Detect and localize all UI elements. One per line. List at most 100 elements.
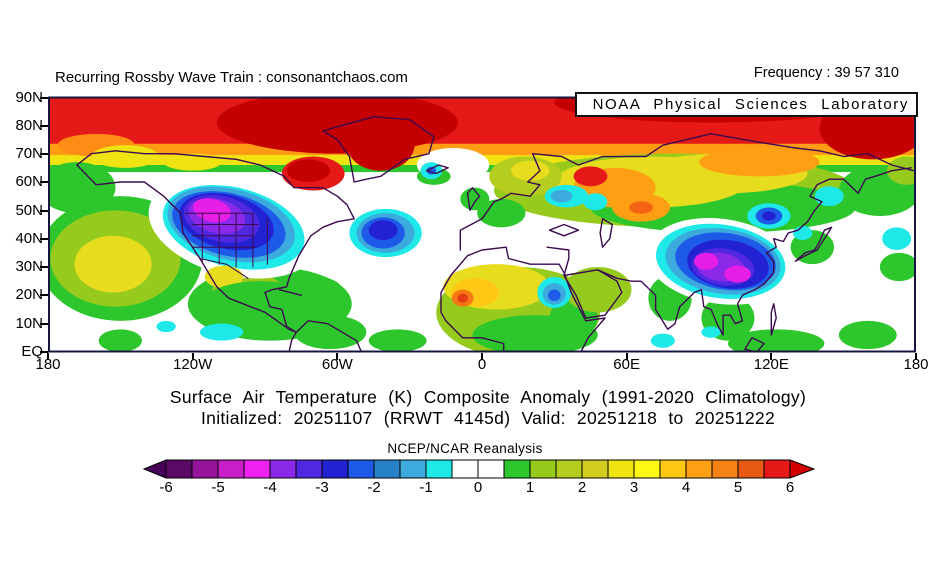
- y-axis-tick: [40, 209, 48, 212]
- colorbar-cell: [607, 459, 635, 479]
- colorbar-cell: [529, 459, 557, 479]
- coastline: [466, 187, 481, 211]
- coastline: [599, 218, 613, 248]
- anomaly-blob: [286, 159, 331, 182]
- anomaly-blob: [629, 201, 654, 214]
- colorbar-cell: [321, 459, 349, 479]
- colorbar-tick-label: -4: [263, 479, 277, 496]
- anomaly-blob: [838, 320, 897, 350]
- anomaly-blob: [650, 333, 675, 348]
- anomaly-blob: [98, 329, 143, 352]
- y-axis-tick: [40, 266, 48, 269]
- y-axis-label: 40N: [15, 229, 43, 247]
- anomaly-blob: [477, 199, 526, 228]
- x-axis-tick: [47, 353, 49, 360]
- anomaly-blob: [274, 275, 343, 304]
- x-axis-tick: [770, 353, 773, 360]
- y-axis-label: 10N: [15, 314, 43, 332]
- colorbar-cell: [191, 459, 219, 479]
- map-frame-border: [48, 96, 916, 353]
- x-axis-label: 60W: [321, 356, 353, 373]
- x-axis-label: 180: [903, 356, 929, 373]
- colorbar-tick-label: 0: [473, 479, 483, 496]
- map-layers: [48, 97, 916, 352]
- colorbar-cell: [737, 459, 765, 479]
- y-axis-label: 60N: [15, 173, 43, 191]
- coastline: [597, 167, 912, 336]
- anomaly-blob: [793, 225, 813, 241]
- x-axis-tick: [481, 353, 483, 360]
- anomaly-blob: [199, 323, 244, 341]
- y-axis-tick: [40, 294, 48, 297]
- x-axis-tick: [191, 353, 194, 360]
- anomaly-blob: [762, 211, 776, 221]
- anomaly-blob: [510, 160, 550, 181]
- anomaly-blob: [91, 145, 159, 168]
- coastline: [794, 226, 833, 262]
- coastline: [76, 150, 355, 333]
- anomaly-blob: [573, 166, 608, 187]
- coastline: [440, 246, 606, 352]
- colorbar-right-arrow: [789, 459, 816, 479]
- anomaly-blob: [887, 156, 916, 185]
- y-axis-label: 80N: [15, 116, 43, 134]
- coastline: [199, 258, 249, 279]
- colorbar-cell: [217, 459, 245, 479]
- colorbar-cell: [633, 459, 661, 479]
- colorbar-tick-label: 4: [681, 479, 691, 496]
- y-axis-label: 20N: [15, 286, 43, 304]
- y-axis-label: 30N: [15, 258, 43, 276]
- colorbar-svg: [142, 459, 816, 479]
- anomaly-blob: [548, 289, 561, 301]
- colorbar-cell: [503, 459, 531, 479]
- x-axis-label: 0: [477, 356, 487, 373]
- colorbar-tick-label: -6: [159, 479, 173, 496]
- y-axis-label: 50N: [15, 201, 43, 219]
- colorbar-tick-label: 5: [733, 479, 743, 496]
- y-axis-label: EQ: [21, 343, 43, 361]
- x-axis-label: 60E: [613, 356, 641, 373]
- colorbar-cell: [581, 459, 609, 479]
- anomaly-blob: [882, 227, 912, 251]
- chart-title: Surface Air Temperature (K) Composite An…: [169, 387, 807, 407]
- colorbar-cell: [555, 459, 583, 479]
- anomaly-blob: [457, 293, 469, 303]
- y-axis-label: 70N: [15, 145, 43, 163]
- colorbar: -6 -5 -4 -3 -2 -1 0 1 2 3 4 5 6: [142, 459, 823, 499]
- anomaly-blob: [814, 186, 844, 207]
- y-axis-tick: [40, 96, 48, 99]
- colorbar-cell: [711, 459, 739, 479]
- colorbar-tick-label: -2: [367, 479, 381, 496]
- x-axis-tick: [336, 353, 339, 360]
- x-axis-tick: [915, 353, 917, 360]
- anomaly-blob: [727, 329, 825, 352]
- anomaly-blob: [163, 153, 222, 171]
- colorbar-left-arrow: [142, 459, 167, 479]
- coastline: [425, 164, 449, 175]
- anomaly-blob: [74, 235, 152, 293]
- x-axis-label: 180: [35, 356, 61, 373]
- colorbar-tick-label: 1: [525, 479, 535, 496]
- anomaly-blob: [724, 265, 751, 283]
- colorbar-tick-label: 3: [629, 479, 639, 496]
- coastline: [322, 116, 435, 183]
- colorbar-cell: [659, 459, 687, 479]
- y-axis-tick: [40, 181, 48, 184]
- coastline: [459, 133, 915, 251]
- colorbar-cell: [399, 459, 427, 479]
- colorbar-cell: [295, 459, 323, 479]
- anomaly-blob: [368, 220, 398, 241]
- frequency-label: Frequency : 39 57 310: [753, 65, 899, 81]
- anomaly-blob: [156, 320, 176, 333]
- colorbar-cell: [373, 459, 401, 479]
- anomaly-blob: [699, 148, 820, 177]
- anomaly-map: [48, 96, 916, 353]
- colorbar-cell: [425, 459, 453, 479]
- colorbar-tick-label: 6: [785, 479, 795, 496]
- anomaly-blob: [293, 315, 367, 350]
- y-axis-label: 90N: [15, 88, 43, 106]
- colorbar-cell: [685, 459, 713, 479]
- x-axis-label: 120E: [753, 356, 789, 373]
- anomaly-blob: [879, 252, 916, 282]
